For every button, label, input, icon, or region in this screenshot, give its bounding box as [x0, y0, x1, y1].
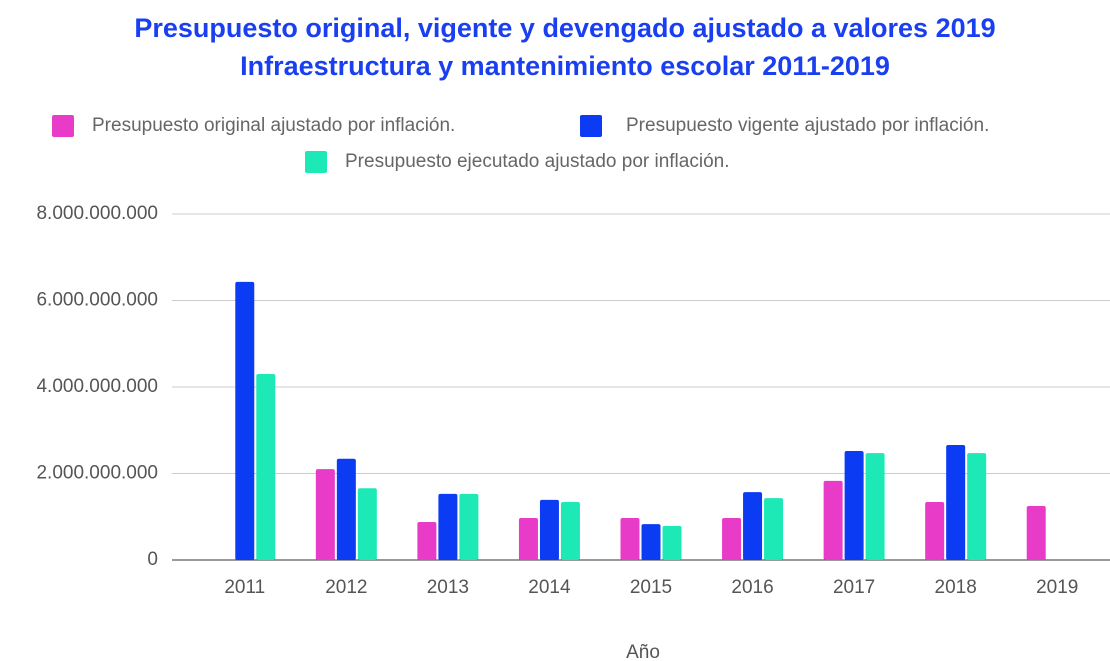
- x-tick-label: 2013: [427, 577, 469, 598]
- bar: [967, 453, 987, 560]
- legend-swatch: [305, 151, 327, 173]
- bar: [946, 444, 966, 560]
- bar: [438, 493, 458, 560]
- bar: [315, 469, 335, 560]
- bar: [722, 518, 742, 560]
- x-tick-label: 2015: [630, 577, 672, 598]
- y-tick-label: 6.000.000.000: [36, 290, 158, 311]
- bar: [844, 451, 864, 560]
- bar: [336, 458, 356, 560]
- bar: [823, 480, 843, 560]
- x-tick-label: 2012: [325, 577, 367, 598]
- legend-swatch: [580, 115, 602, 137]
- bar: [518, 518, 538, 560]
- bar: [662, 525, 682, 560]
- bar: [235, 281, 255, 560]
- bar: [417, 521, 437, 560]
- x-tick-label: 2019: [1036, 577, 1078, 598]
- bar: [459, 493, 479, 560]
- y-tick-label: 2.000.000.000: [36, 463, 158, 484]
- x-tick-label: 2018: [935, 577, 977, 598]
- x-tick-label: 2017: [833, 577, 875, 598]
- bar: [357, 488, 377, 560]
- x-tick-label: 2016: [731, 577, 773, 598]
- x-tick-label: 2011: [224, 577, 265, 598]
- legend-swatch: [52, 115, 74, 137]
- y-tick-label: 0: [147, 549, 158, 570]
- bar: [256, 374, 276, 560]
- x-tick-label: 2014: [528, 577, 571, 598]
- bar: [620, 518, 640, 560]
- bar: [560, 502, 580, 560]
- bar: [1026, 505, 1046, 560]
- bar: [865, 453, 885, 560]
- y-tick-label: 8.000.000.000: [36, 203, 158, 224]
- y-tick-label: 4.000.000.000: [36, 376, 158, 397]
- bar: [539, 499, 559, 560]
- chart-title: Infraestructura y mantenimiento escolar …: [240, 51, 890, 81]
- legend-label: Presupuesto ejecutado ajustado por infla…: [345, 151, 729, 172]
- legend-label: Presupuesto vigente ajustado por inflaci…: [626, 115, 989, 136]
- bar: [925, 502, 945, 560]
- chart-title: Presupuesto original, vigente y devengad…: [134, 13, 995, 43]
- bar: [641, 524, 661, 560]
- x-axis-title: Año: [626, 642, 660, 661]
- legend-label: Presupuesto original ajustado por inflac…: [92, 115, 455, 136]
- bar: [743, 492, 763, 560]
- bar: [764, 498, 784, 560]
